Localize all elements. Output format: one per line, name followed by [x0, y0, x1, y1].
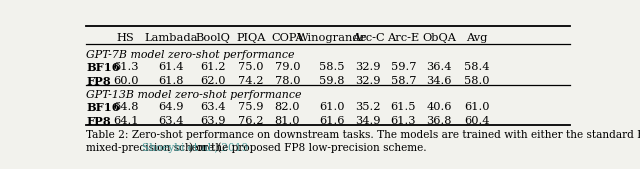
- Text: GPT-13B model zero-shot performance: GPT-13B model zero-shot performance: [86, 90, 301, 100]
- Text: BoolQ: BoolQ: [195, 33, 230, 43]
- Text: GPT-7B model zero-shot performance: GPT-7B model zero-shot performance: [86, 50, 294, 59]
- Text: 40.6: 40.6: [426, 102, 452, 112]
- Text: FP8: FP8: [86, 76, 111, 87]
- Text: 78.0: 78.0: [275, 76, 300, 86]
- Text: 61.5: 61.5: [390, 102, 416, 112]
- Text: 79.0: 79.0: [275, 62, 300, 72]
- Text: 63.9: 63.9: [200, 116, 226, 126]
- Text: 61.3: 61.3: [113, 62, 138, 72]
- Text: HS: HS: [116, 33, 134, 43]
- Text: Arc-C: Arc-C: [352, 33, 385, 43]
- Text: 60.4: 60.4: [464, 116, 490, 126]
- Text: 58.0: 58.0: [464, 76, 490, 86]
- Text: 35.2: 35.2: [355, 102, 381, 112]
- Text: 58.7: 58.7: [390, 76, 416, 86]
- Text: 59.7: 59.7: [390, 62, 416, 72]
- Text: ObQA: ObQA: [422, 33, 456, 43]
- Text: Winogrande: Winogrande: [297, 33, 367, 43]
- Text: 74.2: 74.2: [238, 76, 264, 86]
- Text: 61.2: 61.2: [200, 62, 226, 72]
- Text: Avg: Avg: [466, 33, 488, 43]
- Text: 36.4: 36.4: [426, 62, 452, 72]
- Text: Lambada: Lambada: [144, 33, 198, 43]
- Text: 64.1: 64.1: [113, 116, 138, 126]
- Text: 61.8: 61.8: [158, 76, 184, 86]
- Text: 75.9: 75.9: [238, 102, 264, 112]
- Text: 61.0: 61.0: [319, 102, 345, 112]
- Text: 76.2: 76.2: [238, 116, 264, 126]
- Text: BF16: BF16: [86, 102, 120, 113]
- Text: 32.9: 32.9: [355, 62, 381, 72]
- Text: BF16: BF16: [86, 62, 120, 73]
- Text: 81.0: 81.0: [275, 116, 300, 126]
- Text: COPA: COPA: [271, 33, 303, 43]
- Text: 63.4: 63.4: [200, 102, 226, 112]
- Text: 61.0: 61.0: [464, 102, 490, 112]
- Text: 59.8: 59.8: [319, 76, 345, 86]
- Text: ) or the proposed FP8 low-precision scheme.: ) or the proposed FP8 low-precision sche…: [189, 143, 427, 153]
- Text: Shoeybi et al., 2019: Shoeybi et al., 2019: [142, 143, 248, 153]
- Text: 34.9: 34.9: [355, 116, 381, 126]
- Text: 62.0: 62.0: [200, 76, 226, 86]
- Text: 34.6: 34.6: [426, 76, 452, 86]
- Text: PIQA: PIQA: [236, 33, 266, 43]
- Text: 61.6: 61.6: [319, 116, 345, 126]
- Text: FP8: FP8: [86, 116, 111, 127]
- Text: 63.4: 63.4: [158, 116, 184, 126]
- Text: 75.0: 75.0: [238, 62, 264, 72]
- Text: 32.9: 32.9: [355, 76, 381, 86]
- Text: 58.5: 58.5: [319, 62, 345, 72]
- Text: 64.9: 64.9: [158, 102, 184, 112]
- Text: 58.4: 58.4: [464, 62, 490, 72]
- Text: 61.4: 61.4: [158, 62, 184, 72]
- Text: mixed-precision scheme (: mixed-precision scheme (: [86, 143, 221, 153]
- Text: 82.0: 82.0: [275, 102, 300, 112]
- Text: 60.0: 60.0: [113, 76, 138, 86]
- Text: Arc-E: Arc-E: [387, 33, 419, 43]
- Text: Table 2: Zero-shot performance on downstream tasks. The models are trained with : Table 2: Zero-shot performance on downst…: [86, 130, 640, 140]
- Text: 36.8: 36.8: [426, 116, 452, 126]
- Text: 64.8: 64.8: [113, 102, 138, 112]
- Text: 61.3: 61.3: [390, 116, 416, 126]
